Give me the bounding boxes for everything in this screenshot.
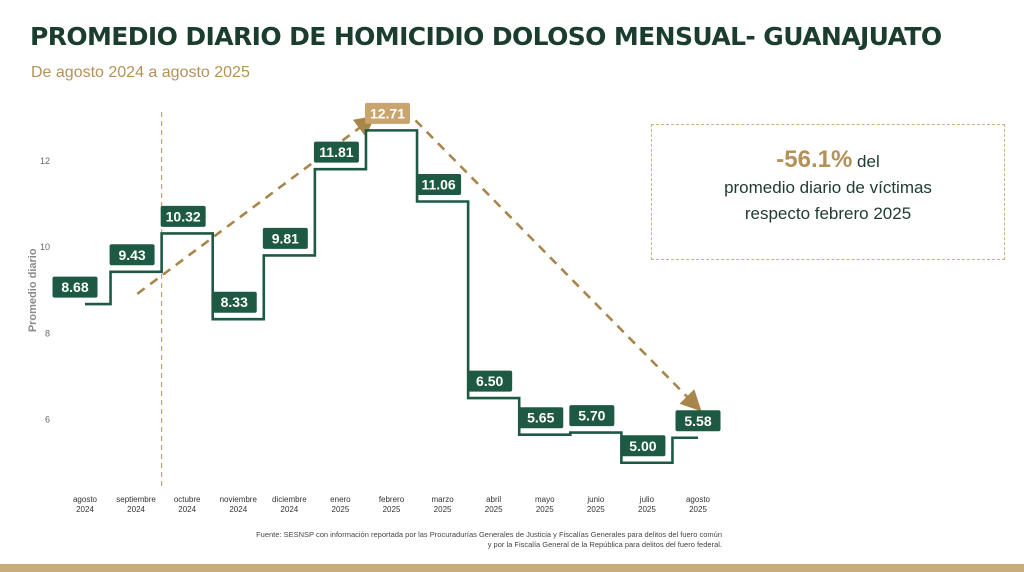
value-label-box <box>467 370 513 392</box>
value-label-box <box>416 174 462 196</box>
x-tick-label-month: junio <box>586 495 604 504</box>
x-tick-label-month: marzo <box>431 495 454 504</box>
x-tick-label-month: abril <box>486 495 501 504</box>
value-label: 9.43 <box>118 247 145 263</box>
value-label-box <box>365 102 410 124</box>
value-label: 8.33 <box>221 294 248 310</box>
callout-line-1: -56.1% del <box>652 147 1004 175</box>
x-tick-label-year: 2025 <box>536 505 554 514</box>
x-tick-label-month: agosto <box>73 495 98 504</box>
x-tick-label-year: 2025 <box>638 505 656 514</box>
x-tick-label-month: septiembre <box>116 495 156 504</box>
value-label: 10.32 <box>166 208 201 224</box>
value-label-box <box>313 141 359 163</box>
bottom-decorative-bar <box>0 564 1024 572</box>
value-label-box <box>52 276 98 298</box>
page-title: PROMEDIO DIARIO DE HOMICIDIO DOLOSO MENS… <box>30 22 942 51</box>
value-label-box <box>262 227 308 249</box>
value-label: 5.70 <box>578 408 605 424</box>
source-line-1: Fuente: SESNSP con información reportada… <box>256 530 722 539</box>
value-label: 5.65 <box>527 410 554 426</box>
value-label-box <box>518 407 564 429</box>
value-label-box <box>569 405 615 427</box>
value-label-box <box>675 410 721 432</box>
callout-line-1-rest: del <box>852 152 880 171</box>
y-tick-label: 10 <box>40 242 50 252</box>
y-tick-label: 6 <box>45 415 50 425</box>
x-tick-label-year: 2025 <box>332 505 350 514</box>
step-series-line <box>85 129 698 465</box>
value-label: 8.68 <box>61 279 88 295</box>
callout-percent: -56.1% <box>776 146 853 173</box>
source-line-2: y por la Fiscalía General de la Repúblic… <box>487 540 722 549</box>
value-label: 5.00 <box>629 438 656 454</box>
y-axis-title: Promedio diario <box>27 248 39 332</box>
x-tick-label-year: 2024 <box>76 505 94 514</box>
source-note: Fuente: SESNSP con información reportada… <box>230 530 722 550</box>
x-tick-label-year: 2024 <box>280 505 298 514</box>
x-tick-label-month: octubre <box>174 495 201 504</box>
x-tick-label-year: 2025 <box>383 505 401 514</box>
callout-line-3: respecto febrero 2025 <box>744 204 912 223</box>
value-label: 12.71 <box>370 105 405 121</box>
value-label: 6.50 <box>476 373 503 389</box>
y-tick-label: 12 <box>40 156 50 166</box>
x-tick-label-year: 2025 <box>587 505 605 514</box>
value-label-box <box>620 435 666 457</box>
callout-line-2: promedio diario de víctimas <box>724 178 932 197</box>
y-tick-label: 8 <box>45 328 50 338</box>
x-tick-label-month: enero <box>330 495 351 504</box>
x-tick-label-month: mayo <box>535 495 555 504</box>
x-tick-label-year: 2025 <box>689 505 707 514</box>
x-tick-label-month: noviembre <box>220 495 258 504</box>
x-tick-label-month: julio <box>639 495 655 504</box>
value-label-box <box>109 244 155 266</box>
value-label: 11.06 <box>421 177 455 193</box>
trend-arrow <box>414 119 702 412</box>
x-tick-label-year: 2024 <box>127 505 145 514</box>
value-label-box <box>160 205 206 227</box>
x-tick-label-month: agosto <box>686 495 711 504</box>
value-label: 9.81 <box>272 230 299 246</box>
x-tick-label-month: febrero <box>379 495 405 504</box>
reduction-callout: -56.1% del promedio diario de víctimas r… <box>651 124 1005 260</box>
value-label-box <box>211 291 257 313</box>
x-tick-label-month: diciembre <box>272 495 307 504</box>
x-tick-label-year: 2024 <box>178 505 196 514</box>
page-subtitle: De agosto 2024 a agosto 2025 <box>31 64 250 81</box>
value-label: 5.58 <box>684 413 711 429</box>
x-tick-label-year: 2024 <box>229 505 247 514</box>
x-tick-label-year: 2025 <box>434 505 452 514</box>
x-tick-label-year: 2025 <box>485 505 503 514</box>
value-label: 11.81 <box>319 144 353 160</box>
